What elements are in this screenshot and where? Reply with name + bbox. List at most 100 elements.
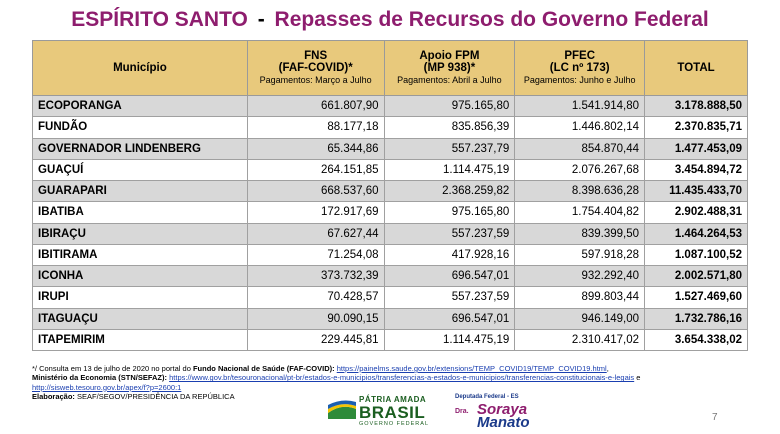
table-header-row: Município FNS (FAF-COVID)* Pagamentos: Març… [32, 40, 748, 96]
cell-municipio: IRUPI [32, 286, 248, 309]
cell-fns: 67.627,44 [246, 222, 385, 245]
cell-municipio: ITAPEMIRIM [32, 328, 248, 352]
cell-municipio: ITAGUAÇU [32, 307, 248, 330]
cell-municipio: IBIRAÇU [32, 222, 248, 245]
cell-municipio: ECOPORANGA [32, 94, 248, 118]
cell-fns: 71.254,08 [246, 243, 385, 267]
brasil-logo-main: BRASIL [359, 403, 426, 422]
cell-total: 2.902.488,31 [644, 201, 748, 224]
footnote-line-2: Ministério da Economia (STN/SEFAZ): http… [32, 373, 641, 383]
table-row: IBITIRAMA 71.254,08 417.928,16 597.918,28 1.… [32, 243, 748, 267]
cell-fns: 264.151,85 [246, 158, 385, 182]
cell-pfec: 1.446.802,14 [514, 116, 646, 139]
cell-fpm: 835.856,39 [383, 116, 516, 139]
cell-pfec: 1.541.914,80 [514, 94, 646, 118]
brasil-logo-top: PÁTRIA AMADA [359, 395, 427, 404]
cell-pfec: 2.310.417,02 [514, 328, 646, 352]
cell-total: 1.527.469,60 [644, 286, 748, 309]
cell-fpm: 975.165,80 [383, 94, 516, 118]
table-row: ITAPEMIRIM 229.445,81 1.114.475,19 2.310.41… [32, 328, 748, 352]
table-row: IBIRAÇU 67.627,44 557.237,59 839.399,50 1.46… [32, 222, 748, 245]
table-row: IBATIBA 172.917,69 975.165,80 1.754.404,82 2… [32, 201, 748, 224]
title-dash: - [257, 8, 265, 31]
cell-total: 1.477.453,09 [644, 137, 748, 160]
title-subtitle: Repasses de Recursos do Governo Federal [274, 8, 709, 31]
column-header: Município [32, 40, 248, 96]
cell-pfec: 1.754.404,82 [514, 201, 646, 224]
deputada-name-1: Soraya [477, 401, 528, 418]
cell-municipio: IBITIRAMA [32, 243, 248, 267]
cell-municipio: ICONHA [32, 264, 248, 288]
brazil-flag-icon [328, 399, 356, 419]
cell-pfec: 8.398.636,28 [514, 179, 646, 203]
cell-fns: 65.344,86 [246, 137, 385, 160]
table-row: ECOPORANGA 661.807,90 975.165,80 1.541.914,… [32, 94, 748, 118]
table-row: GOVERNADOR LINDENBERG 65.344,86 557.237,79… [32, 137, 748, 160]
cell-total: 1.732.786,16 [644, 307, 748, 330]
cell-fns: 229.445,81 [246, 328, 385, 352]
cell-total: 3.454.894,72 [644, 158, 748, 182]
brasil-logo: PÁTRIA AMADA BRASIL GOVERNO FEDERAL [328, 393, 448, 429]
cell-fns: 668.537,60 [246, 179, 385, 203]
footnotes: */ Consulta em 13 de julho de 2020 no po… [32, 364, 748, 401]
cell-fpm: 696.547,01 [383, 264, 516, 288]
cell-fpm: 696.547,01 [383, 307, 516, 330]
fns-link[interactable]: https://painelms.saude.gov.br/extensions… [336, 364, 607, 373]
deputada-dra: Dra. [455, 408, 469, 415]
cell-fns: 70.428,57 [246, 286, 385, 309]
cell-pfec: 2.076.267,68 [514, 158, 646, 182]
cell-municipio: IBATIBA [32, 201, 248, 224]
table-row: FUNDÃO 88.177,18 835.856,39 1.446.802,14 2.3… [32, 116, 748, 139]
cell-total: 1.087.100,52 [644, 243, 748, 267]
table-row: GUARAPARI 668.537,60 2.368.259,82 8.398.636… [32, 179, 748, 203]
cell-fns: 661.807,90 [246, 94, 385, 118]
cell-pfec: 946.149,00 [514, 307, 646, 330]
table-body: ECOPORANGA 661.807,90 975.165,80 1.541.914,… [32, 94, 748, 352]
table-row: GUAÇUÍ 264.151,85 1.114.475,19 2.076.267,68… [32, 158, 748, 182]
column-header: Apoio FPM (MP 938)* Pagamentos: Abril a Ju… [383, 40, 516, 96]
state-name: ESPÍRITO SANTO [71, 8, 248, 31]
cell-total: 3.654.338,02 [644, 328, 748, 352]
footnote-line-4: Elaboração: SEAF/SEGOV/PRESIDÊNCIA DA RE… [32, 391, 235, 401]
cell-fns: 90.090,15 [246, 307, 385, 330]
table-row: IRUPI 70.428,57 557.237,59 899.803,44 1.527.… [32, 286, 748, 309]
cell-total: 2.002.571,80 [644, 264, 748, 288]
brasil-logo-sub: GOVERNO FEDERAL [359, 421, 430, 427]
cell-pfec: 854.870,44 [514, 137, 646, 160]
cell-fpm: 417.928,16 [383, 243, 516, 267]
repasses-table: Município FNS (FAF-COVID)* Pagamentos: Març… [32, 40, 748, 352]
cell-pfec: 899.803,44 [514, 286, 646, 309]
cell-municipio: GOVERNADOR LINDENBERG [32, 137, 248, 160]
cell-fns: 172.917,69 [246, 201, 385, 224]
footnote-line-3: http://sisweb.tesouro.gov.br/apex/f?p=26… [32, 383, 748, 392]
cell-pfec: 839.399,50 [514, 222, 646, 245]
cell-total: 2.370.835,71 [644, 116, 748, 139]
cell-total: 11.435.433,70 [644, 179, 748, 203]
page-title: ESPÍRITO SANTO - Repasses de Recursos do… [0, 8, 780, 32]
cell-fns: 373.732,39 [246, 264, 385, 288]
cell-municipio: GUARAPARI [32, 179, 248, 203]
cell-pfec: 932.292,40 [514, 264, 646, 288]
deputada-logo: Deputada Federal - ES Dra. Soraya Manato [455, 393, 565, 431]
cell-fpm: 557.237,59 [383, 286, 516, 309]
cell-pfec: 597.918,28 [514, 243, 646, 267]
cell-fns: 88.177,18 [246, 116, 385, 139]
deputada-name-2: Manato [477, 414, 530, 431]
column-header: FNS (FAF-COVID)* Pagamentos: Março a Julho [246, 40, 385, 96]
deputada-label: Deputada Federal - ES [455, 394, 519, 400]
table-row: ICONHA 373.732,39 696.547,01 932.292,40 2.00… [32, 264, 748, 288]
column-header: PFEC (LC nº 173) Pagamentos: Junho e Julho [514, 40, 646, 96]
page-number: 7 [712, 412, 718, 423]
cell-fpm: 1.114.475,19 [383, 328, 516, 352]
cell-fpm: 557.237,79 [383, 137, 516, 160]
cell-fpm: 975.165,80 [383, 201, 516, 224]
tesouro-link[interactable]: https://www.gov.br/tesouronacional/pt-br… [169, 373, 635, 383]
cell-total: 3.178.888,50 [644, 94, 748, 118]
cell-fpm: 2.368.259,82 [383, 179, 516, 203]
sisweb-link[interactable]: http://sisweb.tesouro.gov.br/apex/f?p=26… [32, 382, 182, 392]
footnote-line-1: */ Consulta em 13 de julho de 2020 no po… [32, 364, 609, 373]
table-row: ITAGUAÇU 90.090,15 696.547,01 946.149,00 1.7… [32, 307, 748, 330]
cell-fpm: 557.237,59 [383, 222, 516, 245]
cell-total: 1.464.264,53 [644, 222, 748, 245]
column-header: TOTAL [644, 40, 748, 96]
